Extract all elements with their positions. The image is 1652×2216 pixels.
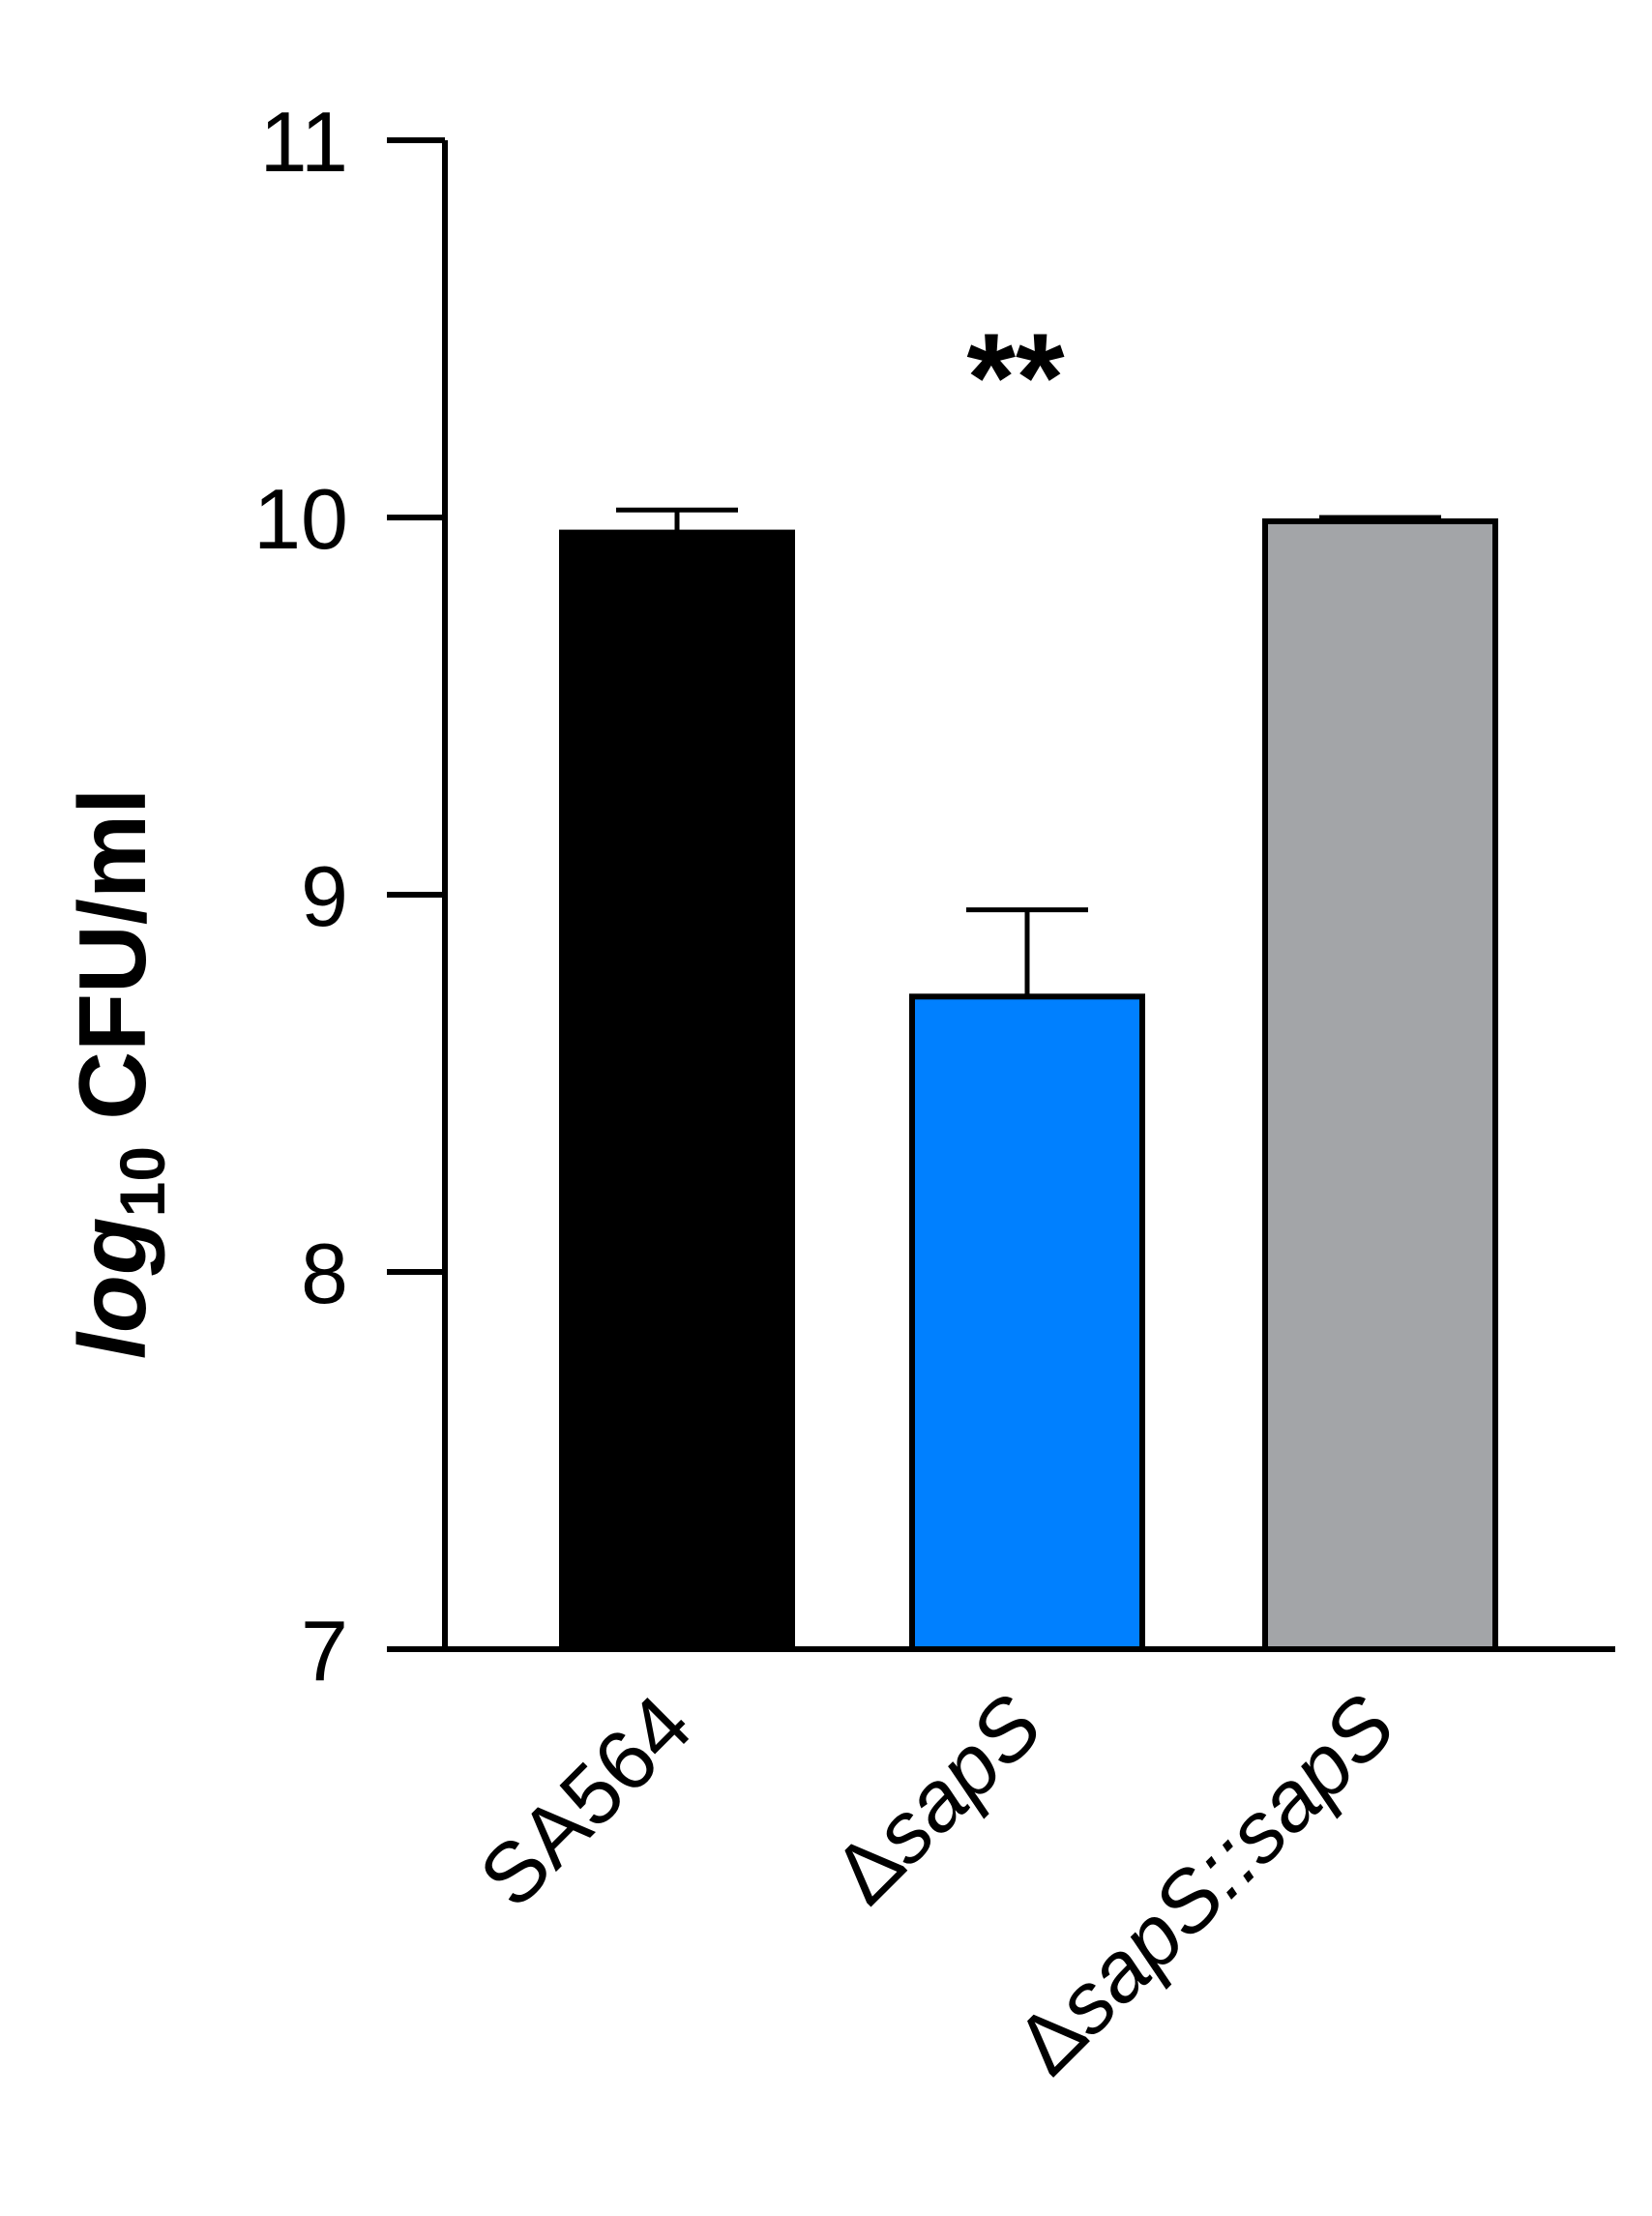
x-category-label-2: ΔsapS::sapS (997, 1676, 1413, 2092)
y-tick-label-7: 7 (301, 1603, 348, 1699)
y-axis-label-base: log (59, 1217, 165, 1359)
error-bars-layer (616, 507, 1441, 997)
x-category-name: SA564 (461, 1676, 710, 1925)
y-axis-label: log10 CFU/ml (59, 788, 178, 1360)
y-tick-label-11: 11 (260, 94, 348, 190)
error-bar-2 (1319, 515, 1441, 521)
x-category-label-1: ΔsapS (814, 1676, 1059, 1921)
significance-marker-0: ** (966, 307, 1065, 448)
bar-0 (559, 529, 795, 1652)
error-bar-0 (616, 507, 738, 533)
y-axis-label-rest: CFU/ml (59, 788, 165, 1146)
bars-layer (559, 517, 1498, 1653)
bar-2 (1262, 517, 1498, 1652)
error-bar-1 (966, 907, 1088, 997)
y-tick-label-9: 9 (301, 848, 348, 944)
y-axis-label-subscript: 10 (106, 1146, 178, 1217)
bar-1 (909, 993, 1145, 1653)
x-category-label-0: SA564 (461, 1676, 710, 1925)
y-tick-label-10: 10 (253, 471, 348, 567)
y-tick-label-8: 8 (301, 1226, 348, 1321)
axes-layer (387, 137, 1615, 1652)
x-category-name: sapS::sapS (1037, 1676, 1412, 2052)
